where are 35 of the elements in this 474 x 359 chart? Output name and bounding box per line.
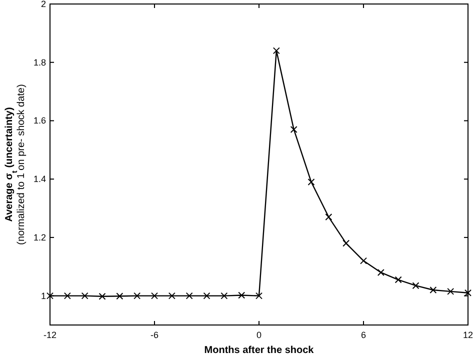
point — [447, 288, 454, 295]
y-tick-label: 1.6 — [33, 116, 46, 126]
y-tick-label: 1.4 — [33, 174, 46, 184]
point — [134, 292, 141, 300]
point — [256, 292, 262, 300]
point — [168, 292, 176, 300]
x-tick-label: 12 — [462, 330, 474, 340]
point — [238, 292, 246, 299]
point — [430, 286, 437, 294]
point — [360, 257, 367, 264]
y-tick-label: 1.2 — [33, 232, 46, 242]
point — [81, 292, 88, 300]
point — [203, 292, 210, 300]
x-tick-label: -6 — [150, 330, 159, 340]
point — [220, 292, 228, 300]
y-tick-label: 1 — [40, 290, 46, 301]
point — [394, 276, 402, 284]
point — [272, 47, 280, 54]
point — [308, 178, 315, 186]
point — [290, 126, 298, 133]
point — [116, 292, 124, 300]
point — [377, 268, 384, 276]
y-tick-label: 1.8 — [33, 57, 46, 68]
point — [64, 292, 71, 300]
x-tick-label: -12 — [43, 330, 57, 340]
y-tick-label: 2 — [40, 0, 46, 9]
x-tick-label: 0 — [256, 330, 262, 340]
point — [98, 292, 106, 300]
x-tick-label: 6 — [360, 330, 366, 340]
x-axis-title: Months after the shock — [204, 345, 314, 356]
point — [325, 214, 332, 221]
point — [151, 292, 158, 300]
point — [412, 282, 420, 290]
point — [186, 292, 193, 300]
point — [342, 240, 350, 247]
